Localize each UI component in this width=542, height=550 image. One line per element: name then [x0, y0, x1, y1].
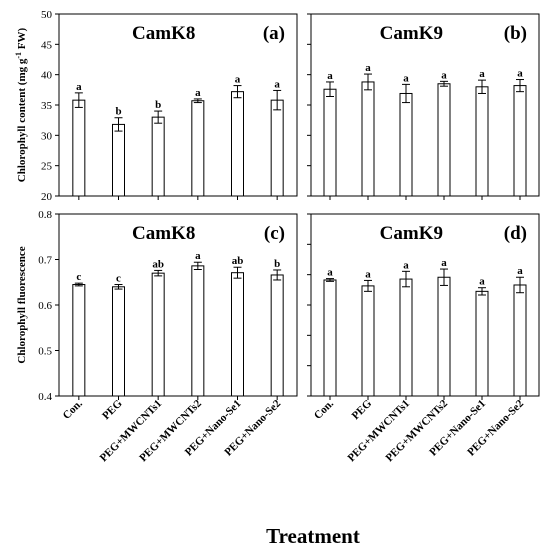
panel-a-letter: (a) — [263, 23, 285, 44]
bar — [231, 272, 244, 397]
panel-a-ytick-label: 45 — [41, 39, 53, 51]
panel-d-letter: (d) — [504, 223, 527, 244]
significance-label: a — [195, 250, 201, 262]
bar — [270, 274, 284, 397]
y-axis-label-top-sup: -1 — [14, 52, 23, 59]
significance-label: a — [517, 265, 523, 277]
bar — [191, 265, 205, 397]
bar — [72, 99, 86, 197]
panel-c-ytick-label: 0.8 — [38, 209, 52, 221]
significance-label: a — [365, 62, 371, 74]
bar — [361, 285, 375, 397]
significance-label: a — [327, 267, 333, 279]
panel-c-title: CamK8 — [132, 223, 195, 244]
panel-b-title: CamK9 — [380, 23, 443, 44]
bar — [112, 286, 125, 397]
panel-c-letter: (c) — [264, 223, 285, 244]
bar — [151, 116, 165, 197]
bar — [513, 284, 527, 397]
bar — [151, 272, 165, 397]
significance-label: c — [76, 271, 81, 283]
bar — [437, 276, 451, 397]
bar — [475, 290, 489, 397]
significance-label: b — [155, 99, 161, 111]
panel-b-letter: (b) — [504, 23, 527, 44]
significance-label: a — [403, 72, 409, 84]
significance-label: a — [479, 276, 485, 288]
bar — [112, 123, 125, 197]
bar — [270, 99, 284, 197]
category-label: PEG — [100, 397, 125, 422]
significance-label: a — [441, 257, 447, 269]
bar — [231, 91, 244, 197]
significance-label: a — [235, 74, 241, 86]
bar — [72, 284, 86, 397]
category-label: PEG — [350, 397, 375, 422]
y-axis-label-top-tail: FW) — [16, 27, 28, 51]
bar — [323, 279, 337, 397]
category-label: Con. — [312, 397, 336, 421]
panel-d-title: CamK9 — [380, 223, 443, 244]
significance-label: a — [274, 78, 280, 90]
significance-label: ab — [232, 255, 244, 267]
significance-label: a — [479, 68, 485, 80]
significance-label: ab — [152, 258, 164, 270]
significance-label: a — [195, 87, 201, 99]
significance-label: a — [403, 259, 409, 271]
bar — [191, 100, 205, 197]
significance-label: a — [327, 70, 333, 82]
significance-label: b — [274, 258, 280, 270]
y-axis-label-top: Chlorophyll content (mg g-1 FW) — [14, 27, 28, 182]
panel-a-ytick-label: 25 — [41, 161, 53, 173]
panel-c-ytick-label: 0.5 — [38, 346, 52, 358]
panel-c-ytick-label: 0.7 — [38, 255, 52, 267]
category-label: Con. — [61, 397, 85, 421]
significance-label: a — [441, 69, 447, 81]
bar — [475, 86, 489, 197]
panel-a-ytick-label: 20 — [41, 191, 53, 203]
panel-a-ytick-label: 50 — [41, 9, 53, 21]
panel-c: 0.40.50.60.70.8cCon.cPEGabPEG+MWCNTs1aPE… — [38, 209, 298, 464]
panel-a-ytick-label: 30 — [41, 130, 53, 142]
significance-label: c — [116, 273, 121, 285]
bar — [437, 83, 451, 197]
panel-a-title: CamK8 — [132, 23, 195, 44]
panel-c-ytick-label: 0.6 — [38, 300, 52, 312]
bar — [361, 81, 375, 197]
panel-c-ytick-label: 0.4 — [38, 391, 52, 403]
panel-a-ytick-label: 35 — [41, 100, 53, 112]
bar — [513, 85, 527, 197]
panel-b: a a a a a a CamK9 (b) — [307, 13, 540, 200]
panel-a-ytick-label: 40 — [41, 70, 53, 82]
significance-label: a — [76, 81, 82, 93]
x-axis-label: Treatment — [266, 524, 360, 548]
bar — [399, 278, 413, 397]
y-axis-label-bottom: Chlorophyll fluorescence — [16, 246, 28, 363]
significance-label: b — [115, 106, 121, 118]
y-axis-label-top-main: Chlorophyll content (mg g — [16, 58, 28, 182]
panel-a: 20 25 30 35 40 45 50 a b b a a a CamK8 (a) — [41, 9, 298, 203]
panel-d: aCon.aPEGaPEG+MWCNTs1aPEG+MWCNTs2aPEG+Na… — [307, 213, 540, 464]
bar — [323, 88, 337, 197]
significance-label: a — [365, 268, 371, 280]
significance-label: a — [517, 68, 523, 80]
bar — [399, 92, 413, 197]
